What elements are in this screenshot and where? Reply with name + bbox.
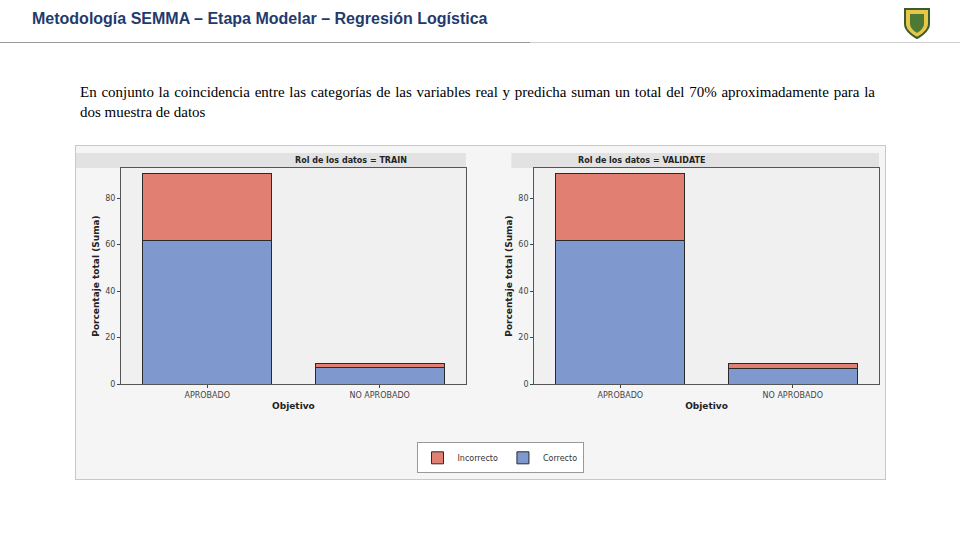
svg-text:40: 40 xyxy=(105,287,115,296)
svg-text:0: 0 xyxy=(110,380,115,389)
svg-text:60: 60 xyxy=(518,240,528,249)
svg-text:APROBADO: APROBADO xyxy=(184,391,230,400)
html-text:En conjunto la coincidencia en: En conjunto la coincidencia entre las ca… xyxy=(80,84,875,120)
svg-text:NO APROBADO: NO APROBADO xyxy=(349,391,409,400)
svg-text:20: 20 xyxy=(518,333,528,342)
svg-text:60: 60 xyxy=(105,240,115,249)
svg-text:Objetivo: Objetivo xyxy=(272,401,315,411)
svg-text:20: 20 xyxy=(105,333,115,342)
svg-text:Correcto: Correcto xyxy=(543,454,577,463)
svg-text:Objetivo: Objetivo xyxy=(685,401,728,411)
svg-text:Rol de los datos = TRAIN: Rol de los datos = TRAIN xyxy=(295,156,407,165)
svg-text:NO APROBADO: NO APROBADO xyxy=(763,391,823,400)
svg-text:0: 0 xyxy=(523,380,528,389)
html-text:Metodología SEMMA – Etapa Mode: Metodología SEMMA – Etapa Modelar – Regr… xyxy=(32,10,488,27)
svg-text:80: 80 xyxy=(105,194,115,203)
svg-text:80: 80 xyxy=(518,194,528,203)
svg-text:Rol de los datos = VALIDATE: Rol de los datos = VALIDATE xyxy=(578,156,705,165)
svg-text:40: 40 xyxy=(518,287,528,296)
svg-text:Porcentaje total (Suma): Porcentaje total (Suma) xyxy=(91,215,101,336)
svg-text:APROBADO: APROBADO xyxy=(598,391,644,400)
svg-text:Porcentaje total (Suma): Porcentaje total (Suma) xyxy=(504,215,514,336)
svg-text:Incorrecto: Incorrecto xyxy=(458,454,498,463)
